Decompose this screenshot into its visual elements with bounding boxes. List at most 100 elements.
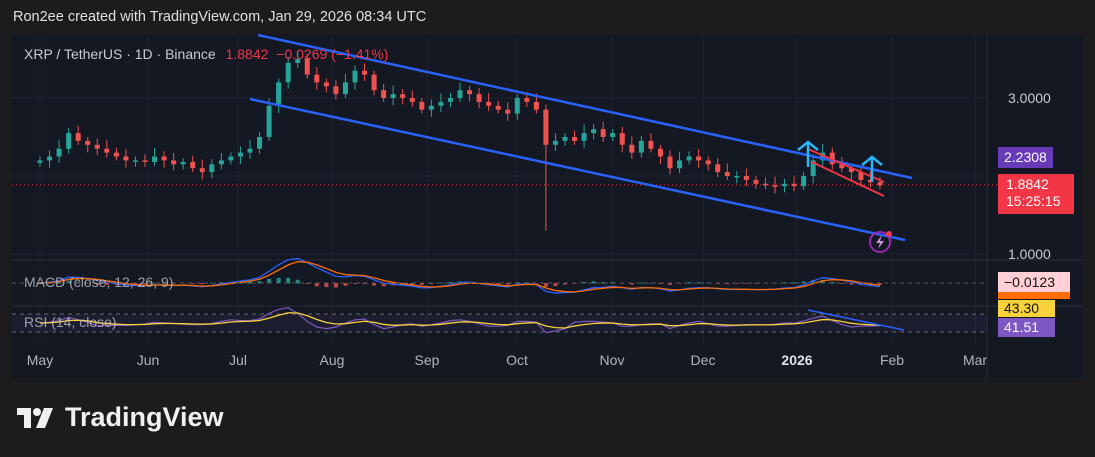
symbol-label[interactable]: XRP / TetherUS · 1D · Binance: [24, 46, 216, 62]
rsi-label[interactable]: RSI (14, close): [24, 314, 117, 330]
candle-body: [104, 148, 110, 153]
candle-body: [47, 156, 53, 161]
macd-histogram-bar: [839, 283, 844, 284]
candle-body: [743, 176, 749, 180]
macd-histogram-bar: [314, 283, 319, 287]
macd-histogram-bar: [801, 281, 806, 284]
logo-text: TradingView: [65, 402, 224, 432]
macd-histogram-bar: [753, 283, 758, 284]
candle-body: [705, 160, 711, 165]
macd-histogram-bar: [324, 283, 329, 288]
macd-value-tag: −0.0123: [998, 272, 1070, 299]
candle-body: [142, 160, 148, 162]
legend-price: 1.8842: [225, 46, 269, 62]
alert-lightning-icon: [869, 231, 891, 253]
macd-histogram-bar: [143, 283, 147, 285]
candle-body: [524, 98, 530, 102]
candle-body: [715, 164, 721, 173]
target-price-tag: 2.2308: [998, 147, 1053, 168]
rsi-value-tag: 41.51: [998, 318, 1055, 337]
candle-body: [495, 105, 501, 110]
candle-body: [152, 156, 158, 162]
candle-body: [218, 160, 224, 165]
candle-body: [362, 70, 368, 75]
candle-body: [381, 90, 387, 98]
candle-body: [648, 140, 654, 149]
candle-body: [66, 133, 72, 149]
candle-body: [438, 101, 444, 106]
candle-body: [257, 137, 263, 149]
rsi-ma-tag: 43.30: [998, 300, 1055, 317]
tradingview-logo-icon: [17, 407, 53, 428]
macd-histogram-bar: [190, 283, 195, 284]
macd-histogram-bar: [248, 281, 252, 284]
candle-body: [342, 82, 348, 95]
macd-histogram-bar: [648, 282, 653, 284]
macd-histogram-bar: [582, 281, 587, 284]
candle-body: [610, 133, 616, 137]
chart-area[interactable]: [12, 34, 1082, 378]
candle-body: [514, 98, 520, 114]
macd-histogram-bar: [276, 277, 281, 284]
last-price-tag: 1.8842 15:25:15: [998, 174, 1074, 214]
price-axis-label: 3.0000: [1008, 90, 1051, 106]
macd-histogram-bar: [38, 283, 42, 284]
last-price: 1.8842: [1006, 176, 1049, 192]
rsi-ma-line: [39, 312, 881, 329]
candle-body: [228, 156, 234, 161]
candle-body: [237, 152, 243, 157]
macd-histogram-bar: [410, 283, 415, 285]
candle-body: [209, 164, 215, 173]
candle-body: [667, 156, 673, 169]
tradingview-logo: TradingView: [17, 402, 224, 433]
candle-body: [762, 183, 768, 186]
macd-histogram-bar: [563, 283, 567, 285]
macd-histogram-bar: [104, 283, 109, 285]
candle-body: [323, 82, 329, 87]
candle-body: [247, 148, 253, 153]
lightning-glyph: [876, 235, 884, 249]
macd-histogram-bar: [534, 283, 539, 284]
macd-histogram-bar: [57, 281, 62, 284]
candle-body: [533, 101, 539, 110]
candle-body: [591, 129, 597, 134]
candle-body: [867, 179, 873, 183]
candle-body: [56, 148, 62, 157]
macd-histogram-bar: [725, 283, 730, 285]
macd-histogram-bar: [696, 282, 701, 284]
candle-body: [848, 168, 854, 173]
candle-body: [562, 137, 568, 141]
candle-body: [123, 156, 129, 161]
time-axis-label: Nov: [599, 352, 625, 368]
candle-body: [94, 144, 100, 149]
candle-body: [371, 74, 377, 91]
candle-body: [657, 148, 663, 157]
candle-body: [677, 160, 683, 169]
symbol-legend: XRP / TetherUS · 1D · Binance 1.8842 −0.…: [24, 46, 388, 62]
chart-canvas[interactable]: [12, 34, 1082, 378]
candle-body: [419, 101, 425, 110]
macd-label[interactable]: MACD (close, 12, 26, 9): [24, 274, 174, 290]
macd-histogram-bar: [353, 283, 357, 284]
time-axis-label: Sep: [414, 352, 440, 368]
macd-histogram-bar: [333, 283, 338, 288]
macd-histogram-bar: [305, 283, 310, 284]
macd-histogram-bar: [448, 282, 453, 284]
macd-histogram-bar: [639, 282, 644, 284]
candle-body: [285, 62, 291, 83]
time-axis-label: May: [26, 352, 54, 368]
candle-body: [753, 179, 759, 184]
candle-body: [314, 74, 320, 83]
candle-body: [572, 137, 578, 141]
rsi-trend-line: [807, 309, 905, 331]
candle-body: [820, 152, 826, 161]
breakout-arrow-icon: [861, 155, 883, 182]
candle-body: [390, 94, 396, 98]
macd-histogram-bar: [849, 283, 854, 285]
time-axis-label: Mar: [962, 352, 988, 368]
macd-histogram-bar: [66, 280, 71, 284]
candle-body: [696, 156, 702, 161]
time-axis-label: Jul: [229, 352, 247, 368]
macd-histogram-bar: [782, 282, 787, 284]
time-axis-label: 2026: [781, 352, 813, 368]
